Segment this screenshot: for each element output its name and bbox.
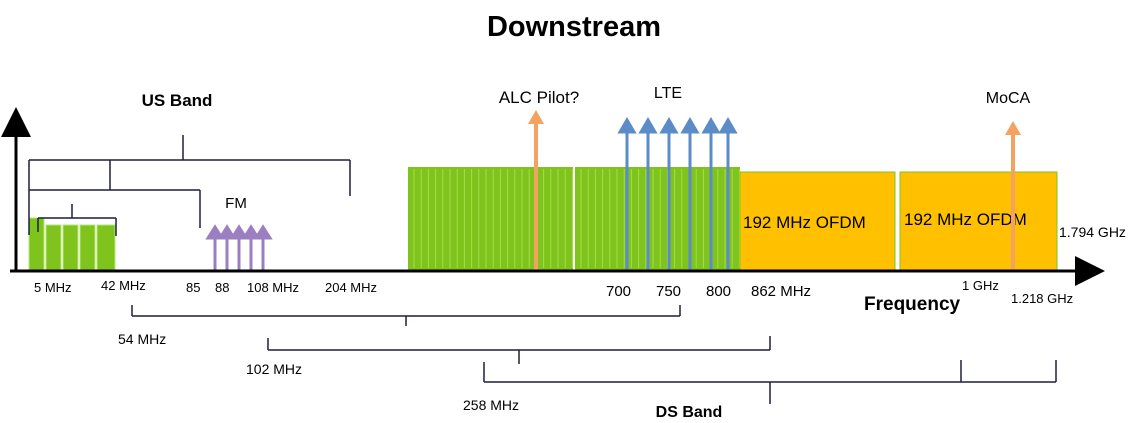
right-edge-label: 1.794 GHz (1059, 224, 1126, 240)
tick-1218ghz: 1.218 GHz (1011, 291, 1073, 306)
fm-label: FM (225, 195, 247, 212)
ofdm-1-label: 192 MHz OFDM (743, 213, 866, 232)
lte-label: LTE (654, 85, 682, 102)
split-258mhz: 258 MHz (463, 397, 519, 413)
ds-split-brackets (131, 305, 1057, 404)
ofdm-2-label: 192 MHz OFDM (904, 210, 1027, 229)
tick-862mhz: 862 MHz (751, 283, 811, 300)
axis-tick-labels: 5 MHz 42 MHz 85 88 108 MHz 204 MHz 700 7… (34, 278, 1073, 306)
us-green-blocks (28, 217, 116, 271)
us-band-bracket (28, 135, 351, 236)
tick-700: 700 (606, 283, 631, 300)
split-102mhz: 102 MHz (246, 361, 302, 377)
tick-1ghz: 1 GHz (962, 278, 999, 293)
fm-arrows (205, 224, 273, 270)
alc-pilot-arrow (528, 110, 544, 270)
ofdm-block-2 (899, 171, 1058, 271)
diagram-title: Downstream (487, 11, 661, 43)
moca-label: MoCA (986, 90, 1031, 107)
ds-band-label: DS Band (656, 404, 723, 421)
frequency-label: Frequency (864, 294, 961, 315)
tick-85: 85 (186, 280, 200, 295)
us-band-label: US Band (142, 91, 213, 110)
tick-108mhz: 108 MHz (247, 280, 299, 295)
ds-green-block-2 (575, 167, 740, 270)
tick-5mhz: 5 MHz (34, 280, 72, 295)
tick-88: 88 (215, 280, 229, 295)
alc-pilot-label: ALC Pilot? (499, 88, 579, 107)
lte-arrows (617, 117, 738, 270)
tick-42mhz: 42 MHz (101, 278, 146, 293)
ds-green-block-1 (408, 167, 573, 270)
tick-750: 750 (656, 283, 681, 300)
moca-arrow (1005, 121, 1021, 270)
ofdm-block-1 (739, 171, 896, 271)
split-54mhz: 54 MHz (118, 331, 166, 347)
tick-204mhz: 204 MHz (325, 280, 377, 295)
tick-800: 800 (706, 283, 731, 300)
